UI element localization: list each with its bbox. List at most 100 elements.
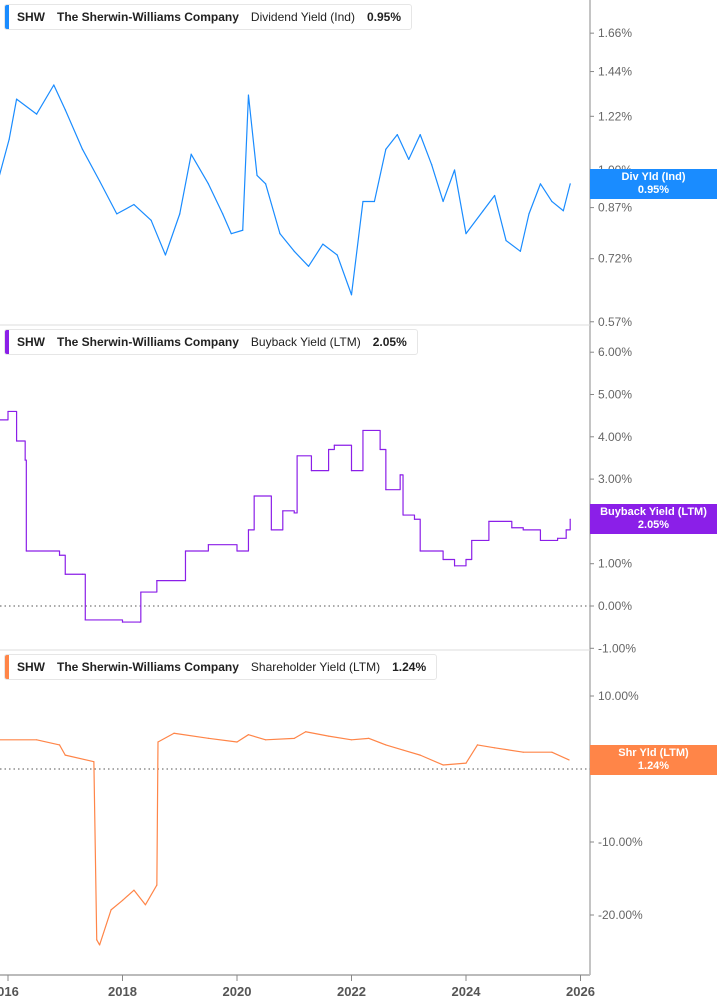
y-tick-label: 0.72% [598, 252, 632, 266]
data-point [36, 113, 38, 115]
data-point [476, 744, 479, 746]
data-point [557, 537, 559, 539]
data-point [99, 180, 101, 182]
x-tick-label: 2020 [223, 984, 252, 999]
data-point [402, 749, 404, 751]
data-point [164, 254, 167, 256]
data-point [81, 573, 84, 575]
data-point [64, 109, 66, 111]
y-tick-label: 0.87% [598, 201, 632, 215]
data-point [93, 761, 95, 763]
data-point [368, 737, 370, 739]
legend-color-swatch [5, 655, 9, 679]
y-tick-label: 6.00% [598, 345, 632, 359]
data-point [528, 213, 530, 215]
data-point [293, 512, 295, 514]
data-point [568, 759, 570, 761]
data-point [282, 510, 284, 512]
data-point [453, 169, 456, 171]
data-point [305, 731, 307, 733]
data-point [150, 219, 152, 221]
data-point [505, 239, 507, 242]
last-value-series-name: Buyback Yield (LTM) [600, 506, 707, 519]
legend-metric: Shareholder Yield (LTM) [250, 660, 381, 674]
data-point [53, 84, 55, 86]
x-tick-label: 2018 [108, 984, 137, 999]
data-point [565, 529, 567, 531]
data-point [293, 250, 295, 252]
series-legend[interactable]: SHW The Sherwin-Williams Company Sharehold… [4, 654, 438, 680]
data-point [471, 539, 473, 542]
y-tick-label: -10.00% [598, 835, 643, 849]
data-point [385, 489, 387, 491]
data-point [139, 621, 141, 623]
data-point [322, 243, 324, 245]
data-point [96, 939, 98, 941]
last-value-number: 0.95% [637, 183, 670, 196]
y-tick-label: 1.66% [598, 26, 632, 40]
data-point [256, 174, 258, 177]
y-tick-label: 10.00% [598, 689, 639, 703]
last-value-series-name: Div Yld (Ind) [621, 170, 686, 183]
data-point [569, 518, 571, 520]
data-point [207, 737, 209, 739]
y-tick-label: 5.00% [598, 388, 632, 402]
x-tick-label: 2022 [337, 984, 366, 999]
legend-company: The Sherwin-Williams Company [57, 660, 239, 674]
last-value-number: 2.05% [637, 519, 670, 532]
data-point [81, 148, 84, 150]
data-point [116, 213, 118, 215]
data-point [144, 904, 146, 906]
data-point [379, 448, 381, 451]
legend-color-swatch [5, 330, 9, 354]
series-line [0, 731, 570, 946]
data-point [465, 233, 467, 235]
data-point [36, 739, 38, 741]
data-point [442, 200, 444, 203]
data-point [64, 754, 66, 756]
data-point [362, 429, 364, 432]
data-point [465, 558, 467, 561]
y-tick-label: 3.00% [598, 472, 632, 486]
data-point [431, 164, 433, 166]
data-point [99, 944, 101, 946]
data-point [519, 250, 521, 252]
data-point [419, 754, 421, 756]
data-point [442, 558, 444, 561]
y-tick-label: 0.57% [598, 315, 632, 329]
series-legend[interactable]: SHW The Sherwin-Williams Company Dividend … [4, 4, 413, 30]
data-point [336, 254, 338, 256]
data-point [328, 448, 330, 451]
data-point [58, 554, 61, 556]
legend-ticker: SHW [17, 660, 45, 674]
series-legend[interactable]: SHW The Sherwin-Williams Company Buyback Y… [4, 329, 418, 355]
data-point [84, 619, 86, 621]
data-point [157, 741, 159, 743]
data-point [15, 98, 18, 100]
last-value-label: Shr Yld (LTM) 1.24% [590, 744, 717, 775]
data-point [110, 909, 112, 911]
data-point [350, 294, 353, 296]
data-point [494, 194, 496, 197]
y-tick-label: 1.22% [598, 109, 632, 123]
last-value-label: Buyback Yield (LTM) 2.05% [590, 504, 717, 535]
data-point [373, 200, 375, 203]
data-point [494, 747, 496, 749]
data-point [190, 153, 192, 155]
data-point [488, 520, 490, 523]
data-point [24, 459, 26, 461]
data-point [350, 739, 353, 741]
legend-value: 2.05% [372, 335, 407, 349]
data-point [25, 550, 27, 552]
y-tick-label: -20.00% [598, 908, 643, 922]
data-point [133, 203, 135, 206]
data-point [551, 200, 553, 203]
data-point [465, 762, 467, 764]
data-point [140, 591, 142, 593]
series-line [0, 84, 571, 296]
data-point [207, 183, 209, 185]
data-point [569, 183, 571, 185]
x-tick-label: 2026 [566, 984, 595, 999]
data-point [64, 573, 66, 575]
last-value-series-name: Shr Yld (LTM) [618, 746, 689, 759]
